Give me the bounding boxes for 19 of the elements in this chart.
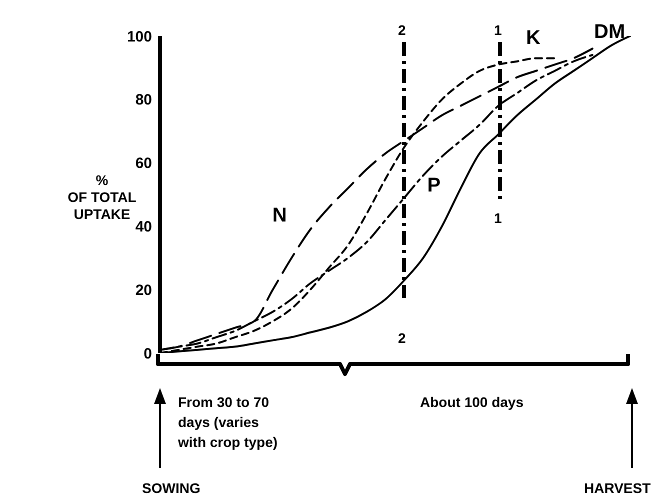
text: About 100 days — [420, 393, 524, 412]
annotation: 2 — [398, 21, 407, 40]
y-axis-title: % OF TOTAL UPTAKE — [66, 172, 136, 222]
annotation: 2 — [398, 329, 407, 348]
y-tick-label: 20 — [135, 282, 152, 299]
y-tick-label: 100 — [126, 28, 152, 46]
annotation: 1 — [494, 209, 503, 228]
series-label: N — [272, 204, 287, 226]
y-tick-label: 40 — [135, 218, 152, 236]
text: From 30 to 70 days (varies with crop type) — [178, 393, 279, 452]
annotation: 1 — [494, 21, 503, 40]
text: HARVEST — [584, 479, 651, 498]
text: SOWING — [142, 479, 202, 498]
y-tick-label: 60 — [135, 155, 152, 172]
series-label: K — [526, 27, 541, 50]
series-label: P — [427, 174, 441, 196]
series-label: DM — [594, 21, 626, 43]
y-tick-label: 80 — [135, 92, 152, 109]
y-tick-label: 0 — [144, 345, 152, 362]
